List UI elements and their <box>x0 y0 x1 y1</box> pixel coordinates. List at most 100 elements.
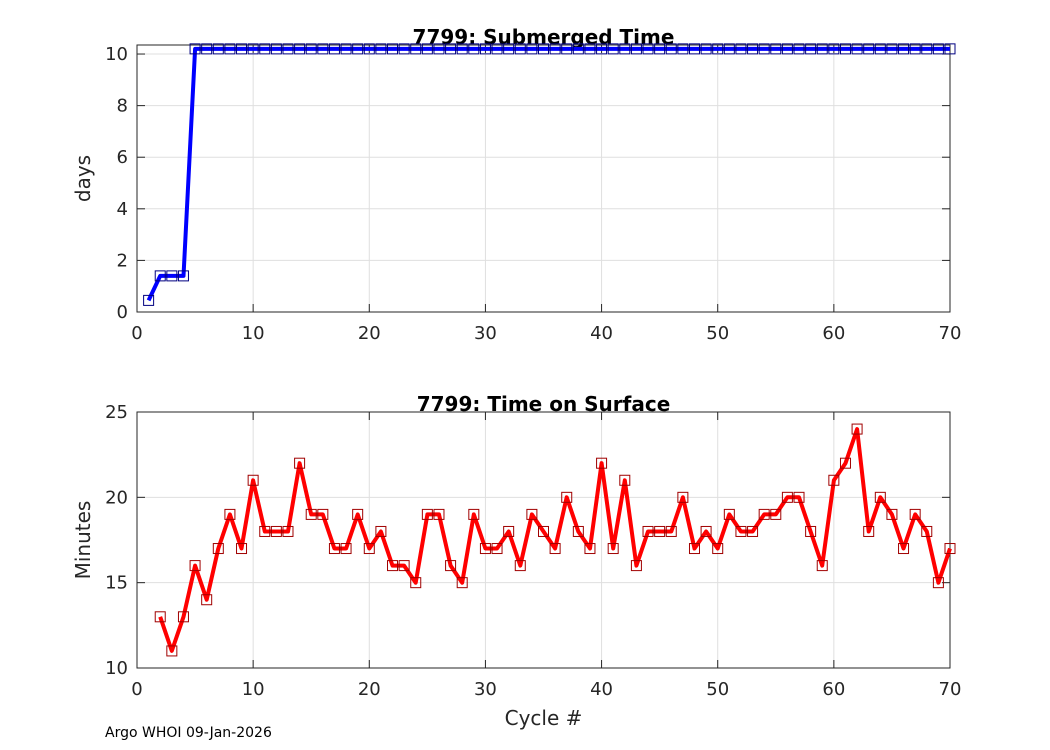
data-point <box>619 43 631 55</box>
y-axis-label: Minutes <box>71 501 95 580</box>
data-point <box>805 525 817 537</box>
data-point <box>944 43 956 55</box>
data-point <box>247 474 259 486</box>
data-point <box>433 43 445 55</box>
data-point <box>166 270 178 282</box>
data-point <box>932 43 944 55</box>
y-tick-label: 4 <box>117 199 128 220</box>
y-tick-label: 0 <box>117 302 128 323</box>
y-tick-label: 8 <box>117 96 128 117</box>
data-point <box>549 43 561 55</box>
data-point <box>793 491 805 503</box>
data-point <box>851 423 863 435</box>
x-tick-label: 60 <box>822 679 845 700</box>
data-point <box>805 43 817 55</box>
data-point <box>909 508 921 520</box>
data-point <box>154 270 166 282</box>
data-point <box>607 543 619 555</box>
chart-1: 0 10 20 30 40 50 60 70 0 2 4 6 8 10 7799: Submerged Ti… <box>71 25 961 344</box>
data-point <box>839 43 851 55</box>
data-point <box>700 525 712 537</box>
data-point <box>886 508 898 520</box>
data-point <box>712 43 724 55</box>
data-point <box>828 474 840 486</box>
x-tick-label: 0 <box>131 679 142 700</box>
x-tick-label: 20 <box>358 323 381 344</box>
x-tick-label: 40 <box>590 679 613 700</box>
data-point <box>282 43 294 55</box>
data-point <box>526 508 538 520</box>
data-point <box>259 43 271 55</box>
data-point <box>177 611 189 623</box>
data-point <box>270 43 282 55</box>
data-point <box>259 525 271 537</box>
data-point <box>758 43 770 55</box>
data-point <box>387 560 399 572</box>
data-point <box>456 577 468 589</box>
data-point <box>305 508 317 520</box>
data-point <box>503 525 515 537</box>
data-point <box>538 43 549 55</box>
y-tick-label: 2 <box>117 250 128 271</box>
data-point <box>863 43 875 55</box>
data-point <box>363 543 375 555</box>
data-point <box>700 43 712 55</box>
data-point <box>317 43 329 55</box>
data-point <box>294 457 306 469</box>
data-point <box>677 491 689 503</box>
data-point <box>654 43 666 55</box>
data-point <box>596 43 608 55</box>
series-line <box>158 427 952 653</box>
data-point <box>398 560 410 572</box>
data-point <box>177 270 189 282</box>
data-point <box>166 645 178 657</box>
data-point <box>212 43 224 55</box>
data-point <box>445 43 457 55</box>
data-point <box>398 43 410 55</box>
data-point <box>421 508 433 520</box>
data-point <box>375 43 387 55</box>
y-axis-label: days <box>71 155 95 202</box>
data-point <box>514 43 526 55</box>
data-point <box>282 525 294 537</box>
data-point <box>572 525 584 537</box>
data-point <box>479 543 491 555</box>
data-point <box>688 43 700 55</box>
data-point <box>735 43 747 55</box>
data-point <box>503 43 515 55</box>
data-point <box>572 43 584 55</box>
data-point <box>526 43 538 55</box>
data-point <box>921 525 933 537</box>
x-tick-label: 70 <box>939 323 962 344</box>
data-point <box>898 543 910 555</box>
data-point <box>561 491 573 503</box>
y-tick-label: 10 <box>105 658 128 679</box>
data-point <box>723 508 735 520</box>
data-point <box>874 491 886 503</box>
data-point <box>189 43 201 55</box>
data-point <box>549 543 561 555</box>
data-point <box>584 43 596 55</box>
data-point <box>247 43 259 55</box>
data-point <box>340 543 352 555</box>
data-point <box>410 577 422 589</box>
data-point <box>201 594 213 606</box>
y-tick-label: 20 <box>105 487 128 508</box>
data-point <box>642 43 654 55</box>
plot-area <box>137 45 950 312</box>
data-point <box>538 525 549 537</box>
y-tick-label: 25 <box>105 402 128 423</box>
data-point <box>421 43 433 55</box>
data-point <box>723 43 735 55</box>
x-tick-label: 10 <box>242 679 265 700</box>
x-tick-label: 0 <box>131 323 142 344</box>
data-point <box>596 457 608 469</box>
x-tick-label: 50 <box>706 679 729 700</box>
data-point <box>921 43 933 55</box>
data-point <box>270 525 282 537</box>
x-tick-label: 20 <box>358 679 381 700</box>
data-point <box>479 43 491 55</box>
data-point <box>816 560 828 572</box>
